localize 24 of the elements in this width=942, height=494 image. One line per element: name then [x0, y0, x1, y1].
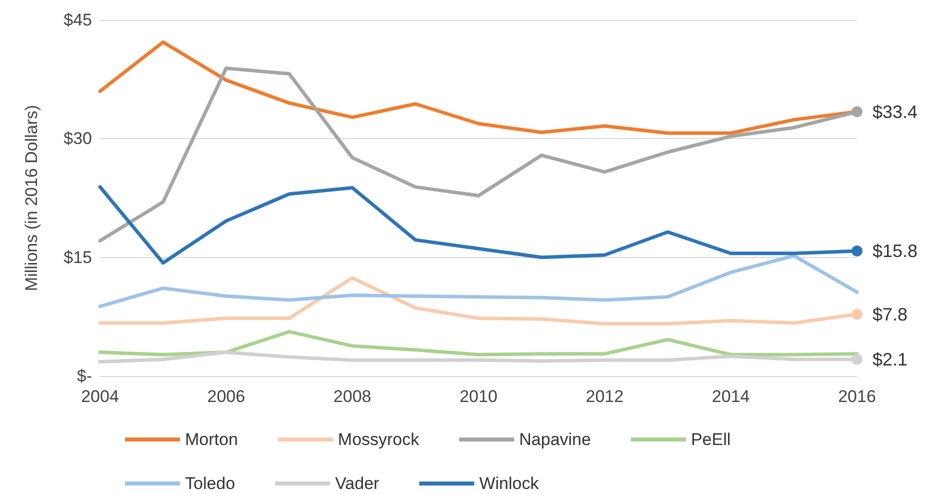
- y-axis-title: Millions (in 2016 Dollars): [22, 104, 41, 292]
- legend-label: Mossyrock: [338, 430, 420, 449]
- data-label: $33.4: [872, 102, 918, 122]
- y-tick-label: $30: [64, 129, 92, 148]
- y-tick-label: $-: [76, 366, 92, 386]
- y-tick-label: $15: [64, 248, 92, 267]
- x-tick-label: 2004: [81, 387, 119, 406]
- legend-label: Vader: [335, 474, 380, 493]
- x-tick-label: 2014: [712, 387, 750, 406]
- x-tick-label: 2016: [838, 387, 876, 406]
- y-tick-label: $45: [64, 10, 92, 30]
- legend-label: Winlock: [479, 474, 540, 493]
- x-tick-label: 2008: [333, 387, 372, 406]
- legend-label: PeEll: [690, 430, 731, 449]
- legend-label: Toledo: [185, 474, 236, 493]
- legend-label: Morton: [185, 430, 238, 449]
- data-label: $7.8: [872, 304, 908, 324]
- x-tick-label: 2006: [207, 387, 246, 406]
- line-series: [98, 254, 859, 308]
- x-tick-label: 2010: [460, 387, 498, 406]
- data-label: $15.8: [872, 241, 918, 262]
- x-tick-label: 2012: [586, 387, 624, 406]
- data-label: $2.1: [872, 349, 908, 370]
- legend-label: Napavine: [519, 430, 591, 449]
